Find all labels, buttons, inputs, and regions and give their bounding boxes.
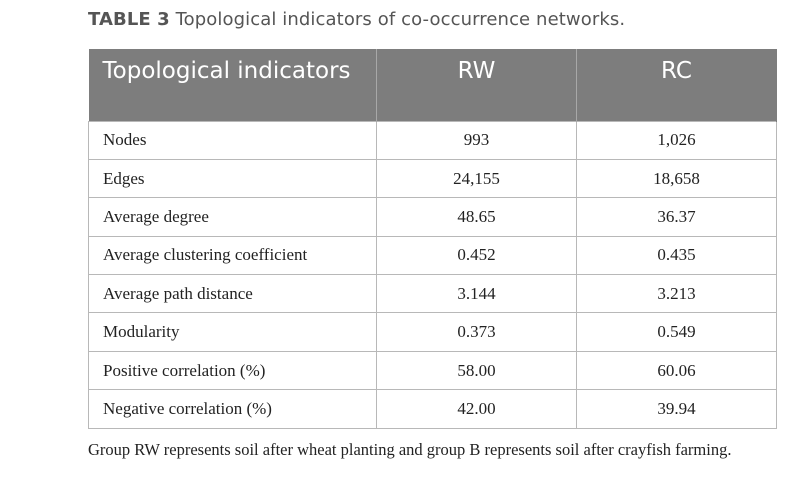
row-label: Edges <box>88 158 377 199</box>
rc-value: 0.435 <box>576 235 777 276</box>
table-label: TABLE 3 <box>88 9 170 30</box>
table-body: Nodes 993 1,026 Edges 24,155 18,658 Aver… <box>88 120 777 429</box>
row-label: Positive correlation (%) <box>88 350 377 391</box>
rw-value: 42.00 <box>376 389 577 429</box>
rw-value: 58.00 <box>376 350 577 391</box>
rw-value: 48.65 <box>376 197 577 237</box>
table-row: Positive correlation (%) 58.00 60.06 <box>88 350 777 391</box>
rw-value: 0.373 <box>376 312 577 352</box>
rc-value: 36.37 <box>576 197 777 237</box>
rc-value: 1,026 <box>576 120 777 160</box>
row-label: Average path distance <box>88 274 377 314</box>
row-label: Modularity <box>88 312 377 352</box>
header-row: Topological indicators RW RC <box>88 49 777 121</box>
table-header: Topological indicators RW RC <box>88 49 777 121</box>
rw-value: 993 <box>376 120 577 160</box>
table-caption: TABLE 3 Topological indicators of co-occ… <box>88 9 625 30</box>
rc-value: 18,658 <box>576 158 777 199</box>
table-row: Average path distance 3.144 3.213 <box>88 274 777 314</box>
header-topological-indicators: Topological indicators <box>88 49 377 121</box>
rc-value: 0.549 <box>576 312 777 352</box>
row-label: Average clustering coefficient <box>88 235 377 276</box>
row-label: Negative correlation (%) <box>88 389 377 429</box>
table-row: Average degree 48.65 36.37 <box>88 197 777 237</box>
rc-value: 39.94 <box>576 389 777 429</box>
table-row: Average clustering coefficient 0.452 0.4… <box>88 235 777 276</box>
row-label: Average degree <box>88 197 377 237</box>
header-rw: RW <box>376 49 577 121</box>
row-label: Nodes <box>88 120 377 160</box>
table-row: Edges 24,155 18,658 <box>88 158 777 199</box>
table-row: Modularity 0.373 0.549 <box>88 312 777 352</box>
rc-value: 3.213 <box>576 274 777 314</box>
table-row: Negative correlation (%) 42.00 39.94 <box>88 389 777 429</box>
rw-value: 24,155 <box>376 158 577 199</box>
rw-value: 3.144 <box>376 274 577 314</box>
table-row: Nodes 993 1,026 <box>88 120 777 160</box>
table-footnote: Group RW represents soil after wheat pla… <box>88 440 732 459</box>
rw-value: 0.452 <box>376 235 577 276</box>
topological-indicators-table: Topological indicators RW RC Nodes 993 1… <box>88 49 777 429</box>
header-rc: RC <box>576 49 777 121</box>
rc-value: 60.06 <box>576 350 777 391</box>
table-title: Topological indicators of co-occurrence … <box>175 9 626 30</box>
